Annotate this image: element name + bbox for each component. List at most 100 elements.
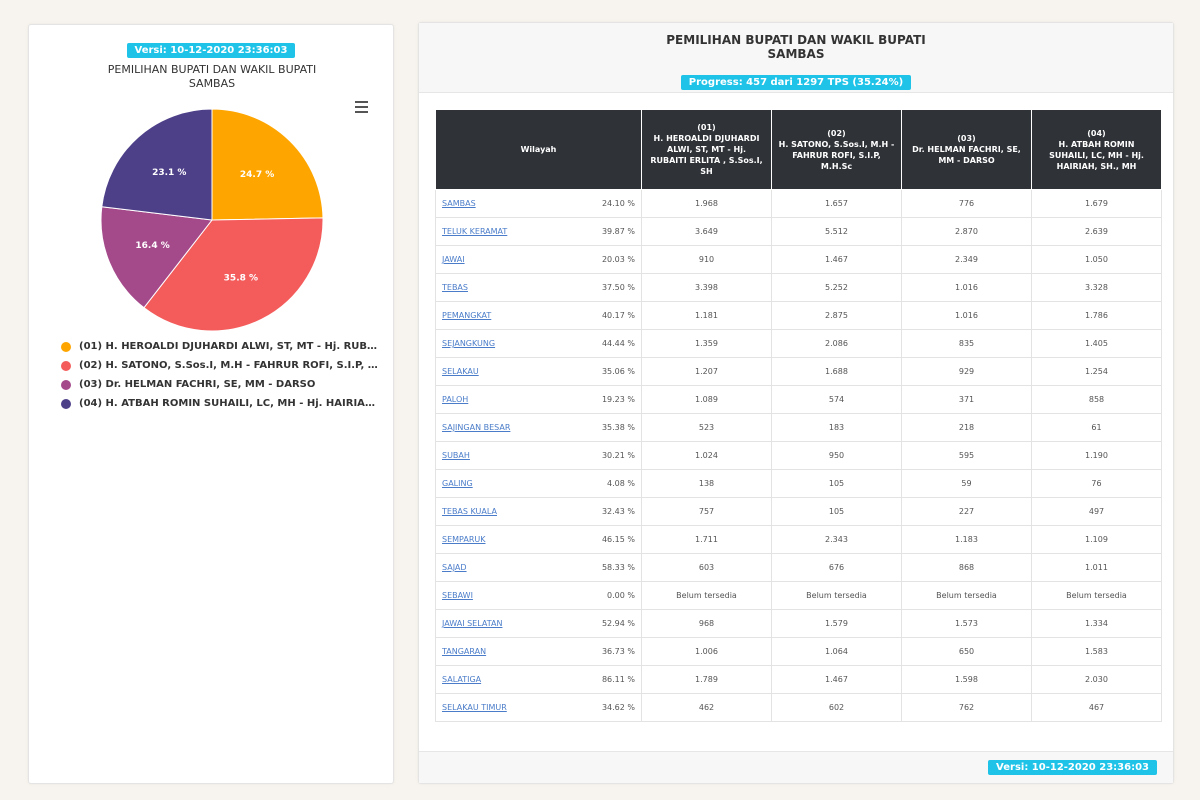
footer-version-badge: Versi: 10-12-2020 23:36:03 — [988, 760, 1157, 775]
wilayah-link[interactable]: SAMBAS — [442, 199, 476, 208]
wilayah-progress: 24.10 % — [601, 199, 635, 208]
cell-votes-candidate-01: 1.968 — [641, 189, 772, 218]
cell-votes-candidate-01: 523 — [641, 413, 772, 442]
cell-votes-candidate-01: 3.649 — [641, 217, 772, 246]
cell-votes-candidate-01: 3.398 — [641, 273, 772, 302]
cell-votes-candidate-03: 59 — [901, 469, 1032, 498]
chart-title-line2: SAMBAS — [188, 77, 236, 90]
cell-votes-candidate-01: 1.006 — [641, 637, 772, 666]
legend-item[interactable]: (01) H. HEROALDI DJUHARDI ALWI, ST, MT -… — [61, 337, 381, 356]
pie-slice-label: 16.4 % — [135, 241, 169, 251]
results-title-line2: SAMBAS — [767, 47, 825, 61]
chart-title-line1: PEMILIHAN BUPATI DAN WAKIL BUPATI — [107, 63, 317, 76]
version-badge: Versi: 10-12-2020 23:36:03 — [126, 43, 296, 58]
cell-votes-candidate-02: 183 — [771, 413, 902, 442]
wilayah-link[interactable]: SAJAD — [442, 563, 467, 572]
wilayah-progress: 32.43 % — [601, 507, 635, 516]
wilayah-link[interactable]: SEMPARUK — [442, 535, 486, 544]
cell-wilayah: SEMPARUK 46.15 % — [435, 525, 642, 554]
legend-item[interactable]: (03) Dr. HELMAN FACHRI, SE, MM - DARSO — [61, 375, 381, 394]
cell-votes-candidate-02: Belum tersedia — [771, 581, 902, 610]
table-row: PALOH 19.23 % 1.089 574 371 858 — [435, 385, 1162, 414]
results-table-wrap: Wilayah (01) H. HEROALDI DJUHARDI ALWI, … — [435, 109, 1162, 722]
table-row: SAMBAS 24.10 % 1.968 1.657 776 1.679 — [435, 189, 1162, 218]
cell-wilayah: SELAKAU 35.06 % — [435, 357, 642, 386]
wilayah-progress: 36.73 % — [601, 647, 635, 656]
cell-votes-candidate-04: 2.030 — [1031, 665, 1162, 694]
cell-votes-candidate-02: 5.252 — [771, 273, 902, 302]
cell-votes-candidate-04: Belum tersedia — [1031, 581, 1162, 610]
cell-votes-candidate-04: 497 — [1031, 497, 1162, 526]
header-candidate-03: (03) Dr. HELMAN FACHRI, SE, MM - DARSO — [901, 109, 1032, 190]
cell-wilayah: GALING 4.08 % — [435, 469, 642, 498]
cell-votes-candidate-04: 1.334 — [1031, 609, 1162, 638]
legend-item[interactable]: (04) H. ATBAH ROMIN SUHAILI, LC, MH - Hj… — [61, 394, 381, 413]
cell-votes-candidate-01: 138 — [641, 469, 772, 498]
wilayah-link[interactable]: TEBAS — [442, 283, 468, 292]
cell-votes-candidate-03: 835 — [901, 329, 1032, 358]
wilayah-link[interactable]: TEBAS KUALA — [442, 507, 497, 516]
cell-votes-candidate-04: 467 — [1031, 693, 1162, 722]
cell-votes-candidate-02: 2.086 — [771, 329, 902, 358]
wilayah-link[interactable]: SUBAH — [442, 451, 470, 460]
wilayah-link[interactable]: TANGARAN — [442, 647, 487, 656]
wilayah-link[interactable]: PALOH — [442, 395, 469, 404]
wilayah-progress: 44.44 % — [601, 339, 635, 348]
cell-votes-candidate-01: 1.207 — [641, 357, 772, 386]
wilayah-link[interactable]: SEJANGKUNG — [442, 339, 496, 348]
cell-votes-candidate-03: 2.870 — [901, 217, 1032, 246]
cell-votes-candidate-02: 676 — [771, 553, 902, 582]
table-row: PEMANGKAT 40.17 % 1.181 2.875 1.016 1.786 — [435, 301, 1162, 330]
wilayah-link[interactable]: PEMANGKAT — [442, 311, 492, 320]
legend-item[interactable]: (02) H. SATONO, S.Sos.I, M.H - FAHRUR RO… — [61, 356, 381, 375]
wilayah-link[interactable]: JAWAI SELATAN — [442, 619, 503, 628]
pie-slice[interactable] — [100, 206, 213, 309]
pie-slice-label: 24.7 % — [240, 170, 274, 180]
pie-slice[interactable] — [101, 108, 213, 221]
wilayah-progress: 19.23 % — [601, 395, 635, 404]
cell-wilayah: TELUK KERAMAT 39.87 % — [435, 217, 642, 246]
wilayah-progress: 30.21 % — [601, 451, 635, 460]
table-row: SAJAD 58.33 % 603 676 868 1.011 — [435, 553, 1162, 582]
pie-slice[interactable] — [211, 108, 324, 221]
cell-wilayah: SAJAD 58.33 % — [435, 553, 642, 582]
wilayah-link[interactable]: TELUK KERAMAT — [442, 227, 508, 236]
cell-votes-candidate-01: 1.024 — [641, 441, 772, 470]
wilayah-link[interactable]: SAJINGAN BESAR — [442, 423, 511, 432]
wilayah-link[interactable]: SELAKAU TIMUR — [442, 703, 507, 712]
table-row: TEBAS KUALA 32.43 % 757 105 227 497 — [435, 497, 1162, 526]
cell-votes-candidate-02: 5.512 — [771, 217, 902, 246]
cell-votes-candidate-02: 574 — [771, 385, 902, 414]
hamburger-menu-icon[interactable] — [355, 101, 368, 113]
legend-label: (03) Dr. HELMAN FACHRI, SE, MM - DARSO — [79, 379, 316, 390]
table-row: TELUK KERAMAT 39.87 % 3.649 5.512 2.870 2.639 — [435, 217, 1162, 246]
cell-votes-candidate-03: 1.016 — [901, 301, 1032, 330]
cell-votes-candidate-03: 371 — [901, 385, 1032, 414]
table-row: TEBAS 37.50 % 3.398 5.252 1.016 3.328 — [435, 273, 1162, 302]
wilayah-progress: 35.06 % — [601, 367, 635, 376]
cell-votes-candidate-02: 1.467 — [771, 665, 902, 694]
cell-votes-candidate-03: 595 — [901, 441, 1032, 470]
cell-votes-candidate-03: 2.349 — [901, 245, 1032, 274]
wilayah-link[interactable]: SELAKAU — [442, 367, 479, 376]
cell-wilayah: SEBAWI 0.00 % — [435, 581, 642, 610]
pie-slice[interactable] — [143, 217, 324, 332]
pie-slice-label: 23.1 % — [152, 168, 186, 178]
cell-votes-candidate-04: 1.109 — [1031, 525, 1162, 554]
wilayah-link[interactable]: SEBAWI — [442, 591, 473, 600]
table-row: SEJANGKUNG 44.44 % 1.359 2.086 835 1.405 — [435, 329, 1162, 358]
wilayah-link[interactable]: SALATIGA — [442, 675, 482, 684]
cell-wilayah: PEMANGKAT 40.17 % — [435, 301, 642, 330]
legend-dot-icon — [61, 398, 71, 409]
cell-wilayah: SELAKAU TIMUR 34.62 % — [435, 693, 642, 722]
wilayah-link[interactable]: GALING — [442, 479, 473, 488]
cell-wilayah: PALOH 19.23 % — [435, 385, 642, 414]
wilayah-link[interactable]: JAWAI — [442, 255, 465, 264]
cell-votes-candidate-01: Belum tersedia — [641, 581, 772, 610]
cell-votes-candidate-02: 1.579 — [771, 609, 902, 638]
table-row: SEMPARUK 46.15 % 1.711 2.343 1.183 1.109 — [435, 525, 1162, 554]
progress-badge: Progress: 457 dari 1297 TPS (35.24%) — [680, 75, 912, 90]
cell-votes-candidate-04: 1.583 — [1031, 637, 1162, 666]
cell-votes-candidate-02: 1.064 — [771, 637, 902, 666]
results-panel: PEMILIHAN BUPATI DAN WAKIL BUPATI SAMBAS… — [418, 22, 1174, 784]
